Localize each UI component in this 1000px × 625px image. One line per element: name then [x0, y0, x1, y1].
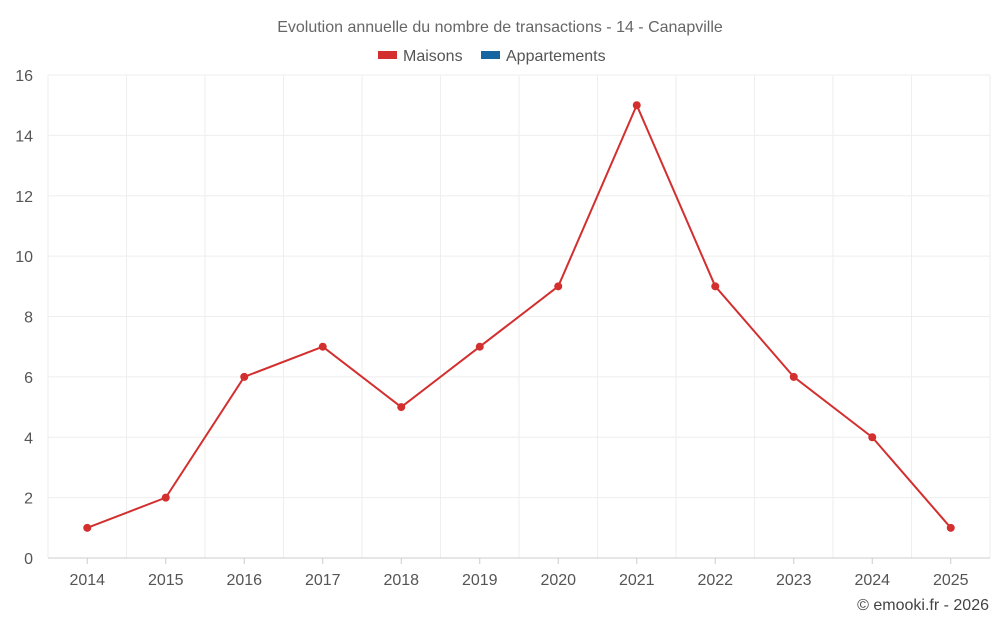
chart-title: Evolution annuelle du nombre de transact…: [277, 19, 723, 36]
data-point-maisons-2018[interactable]: [397, 403, 406, 412]
series-maisons: [83, 101, 955, 532]
data-point-maisons-2016[interactable]: [240, 372, 249, 381]
legend-swatch-appartements: [481, 51, 500, 59]
grid: [47, 74, 991, 558]
legend: Maisons Appartements: [378, 48, 606, 65]
data-point-maisons-2020[interactable]: [554, 282, 563, 291]
y-tick-label: 16: [15, 68, 33, 85]
y-tick-label: 10: [15, 249, 33, 266]
y-tick-label: 2: [24, 491, 33, 508]
data-point-maisons-2022[interactable]: [711, 282, 720, 291]
series-line-maisons: [86, 104, 952, 529]
x-tick-label: 2019: [462, 572, 498, 589]
y-tick-label: 14: [15, 128, 33, 145]
x-tick-label: 2021: [619, 572, 655, 589]
data-point-maisons-2023[interactable]: [789, 372, 798, 381]
y-tick-label: 8: [24, 310, 33, 327]
data-point-maisons-2024[interactable]: [868, 433, 877, 442]
x-tick-label: 2023: [776, 572, 812, 589]
data-point-maisons-2025[interactable]: [946, 523, 955, 532]
legend-label-appartements[interactable]: Appartements: [506, 48, 606, 65]
data-point-maisons-2017[interactable]: [318, 342, 327, 351]
x-tick-label: 2017: [305, 572, 341, 589]
data-point-maisons-2014[interactable]: [83, 523, 92, 532]
y-axis: 0 2 4 6 8 10 12 14 16: [15, 68, 33, 568]
data-point-maisons-2015[interactable]: [161, 493, 170, 502]
legend-label-maisons[interactable]: Maisons: [403, 48, 463, 65]
y-tick-label: 0: [24, 551, 33, 568]
y-tick-label: 4: [24, 430, 33, 447]
x-tick-label: 2024: [854, 572, 890, 589]
data-point-maisons-2021[interactable]: [632, 101, 641, 110]
y-tick-label: 6: [24, 370, 33, 387]
x-tick-label: 2022: [697, 572, 733, 589]
data-point-maisons-2019[interactable]: [475, 342, 484, 351]
x-tick-label: 2014: [69, 572, 105, 589]
credit-text: © emooki.fr - 2026: [857, 597, 989, 614]
x-tick-label: 2020: [540, 572, 576, 589]
x-tick-label: 2018: [383, 572, 419, 589]
x-axis: 2014 2015 2016 2017 2018 2019 2020 2021 2022 2023…: [48, 557, 990, 589]
x-tick-label: 2016: [226, 572, 262, 589]
y-tick-label: 12: [15, 189, 33, 206]
x-tick-label: 2015: [148, 572, 184, 589]
x-tick-label: 2025: [933, 572, 969, 589]
legend-swatch-maisons: [378, 51, 397, 59]
